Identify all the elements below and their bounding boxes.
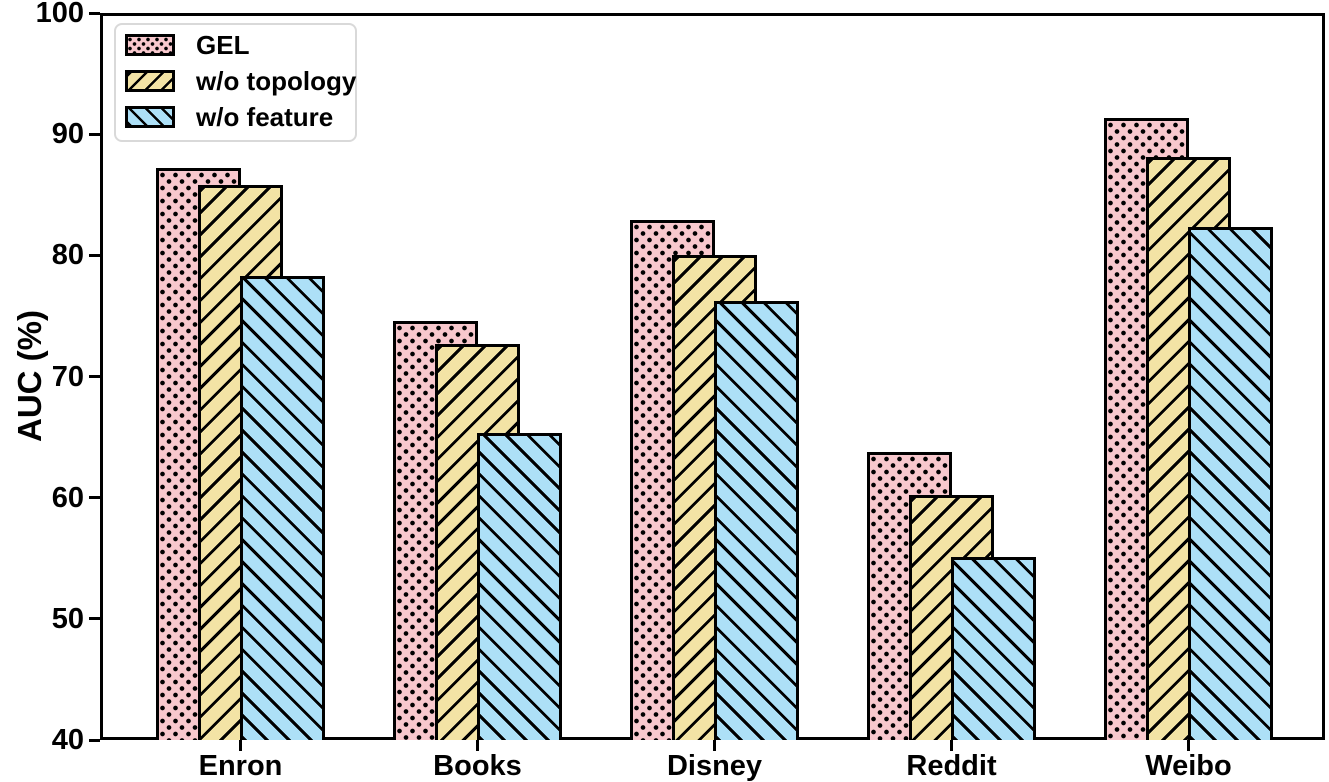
- y-tick-label: 50: [51, 602, 84, 635]
- x-tick-label-enron: Enron: [198, 750, 283, 782]
- y-tick-mark: [89, 253, 100, 257]
- y-tick-mark: [89, 617, 100, 621]
- y-tick-label: 70: [51, 360, 84, 393]
- bar-w-o-feature-books: [477, 433, 562, 740]
- legend-label: w/o feature: [196, 102, 334, 132]
- y-tick-label: 100: [35, 0, 84, 29]
- y-tick-mark: [89, 738, 100, 742]
- y-tick-label: 60: [51, 481, 84, 514]
- x-tick-mark: [713, 740, 716, 751]
- x-tick-label-weibo: Weibo: [1145, 750, 1232, 782]
- y-tick-mark: [89, 11, 100, 15]
- legend-swatch-dots-icon: [125, 34, 175, 56]
- bar-w-o-feature-enron: [240, 275, 325, 740]
- legend-swatch-backslash-icon: [125, 106, 175, 128]
- x-tick-label-reddit: Reddit: [906, 750, 997, 782]
- y-tick-label: 90: [51, 118, 84, 151]
- bar-w-o-feature-disney: [714, 301, 799, 740]
- legend-item-gel: GEL: [116, 30, 355, 60]
- legend-label: w/o topology: [196, 66, 357, 96]
- x-tick-label-disney: Disney: [666, 750, 763, 782]
- legend-box: GEL w/o topology w/o feature: [114, 23, 357, 142]
- x-tick-mark: [476, 740, 479, 751]
- legend-item-w-o-topology: w/o topology: [116, 66, 357, 96]
- y-tick-mark: [89, 496, 100, 500]
- x-tick-mark: [239, 740, 242, 751]
- y-tick-label: 80: [51, 239, 84, 272]
- x-tick-mark: [950, 740, 953, 751]
- x-tick-mark: [1187, 740, 1190, 751]
- legend-item-w-o-feature: w/o feature: [116, 102, 355, 132]
- legend-label: GEL: [196, 30, 250, 60]
- y-tick-mark: [89, 375, 100, 378]
- bar-w-o-feature-reddit: [951, 557, 1036, 740]
- y-tick-label: 40: [51, 724, 84, 756]
- x-tick-label-books: Books: [433, 750, 522, 782]
- legend-swatch-slash-icon: [125, 70, 175, 92]
- y-tick-mark: [89, 132, 100, 136]
- bar-w-o-feature-weibo: [1188, 227, 1273, 740]
